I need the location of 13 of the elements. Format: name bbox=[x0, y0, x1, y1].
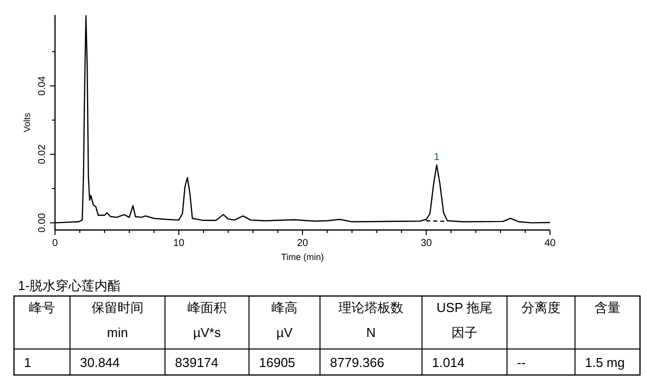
y-axis-title: Volts bbox=[22, 112, 32, 132]
y-tick-label: 0.00 bbox=[37, 212, 48, 233]
x-tick-label: 30 bbox=[420, 238, 432, 249]
x-axis-title: Time (min) bbox=[281, 252, 324, 262]
x-tick-label: 40 bbox=[544, 238, 556, 249]
annotation: 1 bbox=[434, 152, 440, 163]
table: 峰号 保留时间 峰面积 峰高 理论塔板数 USP 拖尾 分离度 含量 min µV*s µV N 因子 1 30.844 839174 16905 8779.366 1.014 -- 1.5 mg bbox=[13, 295, 641, 376]
x-tick-label: 20 bbox=[296, 238, 308, 249]
y-tick-label: 0.04 bbox=[37, 76, 48, 96]
text: 1-脱水穿心莲内酯 bbox=[18, 278, 121, 293]
y-tick-label: 0.02 bbox=[37, 144, 48, 164]
x-tick-label: 0 bbox=[52, 238, 58, 249]
x-tick-label: 10 bbox=[173, 238, 185, 249]
